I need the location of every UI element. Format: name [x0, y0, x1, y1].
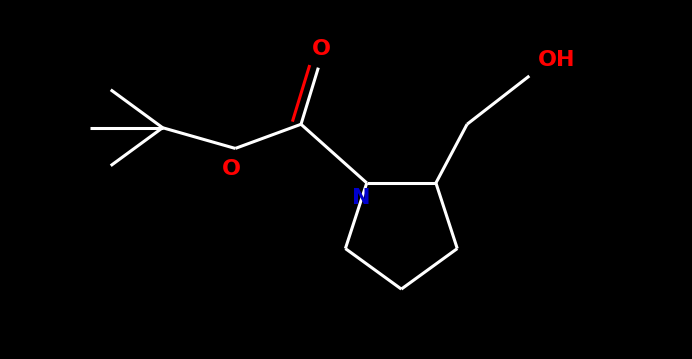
- Text: N: N: [352, 188, 370, 209]
- Text: O: O: [222, 159, 242, 179]
- Text: OH: OH: [538, 50, 575, 70]
- Text: O: O: [312, 39, 331, 59]
